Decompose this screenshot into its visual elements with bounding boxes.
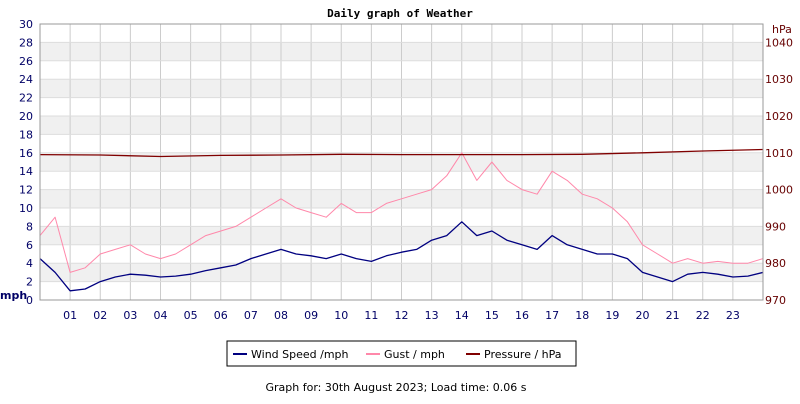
x-tick-label: 15 <box>485 309 499 322</box>
series-layer <box>39 148 764 292</box>
x-tick-label: 02 <box>93 309 107 322</box>
y-left-tick-label: 30 <box>19 18 33 31</box>
y-left-tick-label: 28 <box>19 36 33 49</box>
x-tick-label: 20 <box>636 309 650 322</box>
y-right-tick-label: 980 <box>765 257 786 270</box>
y-left-tick-label: 0 <box>26 294 33 307</box>
x-tick-labels: 01 02 03 04 05 06 07 08 09 10 11 12 13 14 15 16 17 18 19 20… <box>63 309 740 322</box>
x-tick-label: 18 <box>575 309 589 322</box>
chart-title: Daily graph of Weather <box>327 7 473 20</box>
legend-label-wind: Wind Speed /mph <box>251 348 349 361</box>
y-left-tick-label: 12 <box>19 184 33 197</box>
x-tick-label: 10 <box>334 309 348 322</box>
x-tick-label: 16 <box>515 309 529 322</box>
plot-frame <box>39 23 764 301</box>
x-tick-label: 08 <box>274 309 288 322</box>
y-left-tick-label: 24 <box>19 73 33 86</box>
x-tick-label: 06 <box>214 309 228 322</box>
y-left-tick-label: 18 <box>19 128 33 141</box>
x-tick-label: 05 <box>184 309 198 322</box>
y-left-tick-label: 6 <box>26 239 33 252</box>
y-left-tick-label: 20 <box>19 110 33 123</box>
x-tick-label: 23 <box>726 309 740 322</box>
y-right-tick-label: 990 <box>765 220 786 233</box>
plot-axes <box>39 23 764 301</box>
x-tick-label: 22 <box>696 309 710 322</box>
x-tick-label: 17 <box>545 309 559 322</box>
legend-label-pressure: Pressure / hPa <box>484 348 562 361</box>
y-left-tick-label: 14 <box>19 165 33 178</box>
legend-box <box>226 340 577 367</box>
y-right-unit: hPa <box>772 23 792 36</box>
y-right-tick-label: 1000 <box>765 184 793 197</box>
y-right-tick-label: 970 <box>765 294 786 307</box>
y-left-tick-label: 2 <box>26 276 33 289</box>
x-tick-label: 14 <box>455 309 469 322</box>
y-left-tick-label: 8 <box>26 220 33 233</box>
y-left-tick-label: 16 <box>19 147 33 160</box>
y-right-tick-labels: 970 980 990 1000 1010 1020 1030 1040 <box>765 36 793 307</box>
chart-footer: Graph for: 30th August 2023; Load time: … <box>266 381 527 394</box>
series-line-gust <box>39 152 764 273</box>
x-tick-label: 07 <box>244 309 258 322</box>
y-right-tick-label: 1030 <box>765 73 793 86</box>
y-right-tick-label: 1010 <box>765 147 793 160</box>
x-tick-label: 04 <box>154 309 168 322</box>
series-line-wind <box>39 221 764 292</box>
legend-label-gust: Gust / mph <box>384 348 445 361</box>
x-tick-label: 11 <box>364 309 378 322</box>
x-tick-label: 12 <box>395 309 409 322</box>
x-tick-label: 21 <box>666 309 680 322</box>
y-right-tick-label: 1020 <box>765 110 793 123</box>
y-left-tick-label: 10 <box>19 202 33 215</box>
x-tick-label: 01 <box>63 309 77 322</box>
x-tick-label: 19 <box>605 309 619 322</box>
x-tick-label: 03 <box>123 309 137 322</box>
y-left-unit: mph <box>0 289 27 302</box>
series-line-pressure <box>39 148 764 158</box>
y-left-tick-label: 22 <box>19 92 33 105</box>
y-left-tick-label: 4 <box>26 257 33 270</box>
legend: Wind Speed /mph Gust / mph Pressure / hP… <box>226 340 577 367</box>
x-tick-label: 09 <box>304 309 318 322</box>
y-left-tick-label: 26 <box>19 55 33 68</box>
y-right-tick-label: 1040 <box>765 36 793 49</box>
x-tick-label: 13 <box>425 309 439 322</box>
